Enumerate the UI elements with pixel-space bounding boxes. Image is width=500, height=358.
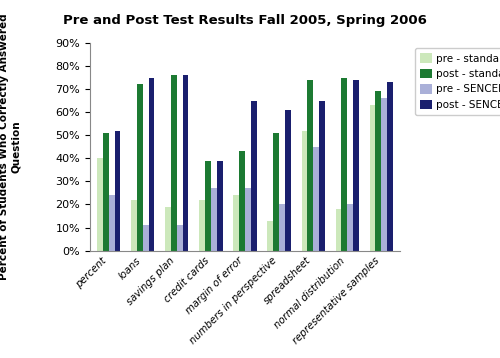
Bar xyxy=(382,98,387,251)
Bar xyxy=(313,147,319,251)
Bar xyxy=(97,158,103,251)
Bar xyxy=(137,84,143,251)
Bar xyxy=(387,82,393,251)
Bar xyxy=(234,195,239,251)
Bar xyxy=(274,133,279,251)
Bar xyxy=(347,204,353,251)
Bar xyxy=(336,209,342,251)
Bar xyxy=(108,195,114,251)
Bar xyxy=(182,75,188,251)
Bar xyxy=(319,101,324,251)
Bar xyxy=(279,204,285,251)
Bar xyxy=(308,80,313,251)
Bar xyxy=(216,161,222,251)
Bar xyxy=(166,207,171,251)
Bar xyxy=(370,105,376,251)
Bar xyxy=(353,80,359,251)
Bar xyxy=(251,101,256,251)
Bar xyxy=(302,131,308,251)
Legend: pre - standard, post - standard, pre - SENCER, post - SENCER: pre - standard, post - standard, pre - S… xyxy=(414,48,500,115)
Bar xyxy=(376,91,382,251)
Text: Percent of Students Who Correctly Answered
Question: Percent of Students Who Correctly Answer… xyxy=(0,14,21,280)
Bar xyxy=(245,188,251,251)
Bar xyxy=(103,133,108,251)
Bar xyxy=(148,78,154,251)
Bar xyxy=(143,225,148,251)
Bar xyxy=(342,78,347,251)
Bar xyxy=(171,75,177,251)
Bar xyxy=(177,225,182,251)
Bar xyxy=(285,110,290,251)
X-axis label: Question: Question xyxy=(214,357,276,358)
Bar xyxy=(211,188,216,251)
Bar xyxy=(200,200,205,251)
Text: Pre and Post Test Results Fall 2005, Spring 2006: Pre and Post Test Results Fall 2005, Spr… xyxy=(63,14,427,27)
Bar xyxy=(239,151,245,251)
Bar xyxy=(114,131,120,251)
Bar xyxy=(268,221,274,251)
Bar xyxy=(205,161,211,251)
Bar xyxy=(131,200,137,251)
